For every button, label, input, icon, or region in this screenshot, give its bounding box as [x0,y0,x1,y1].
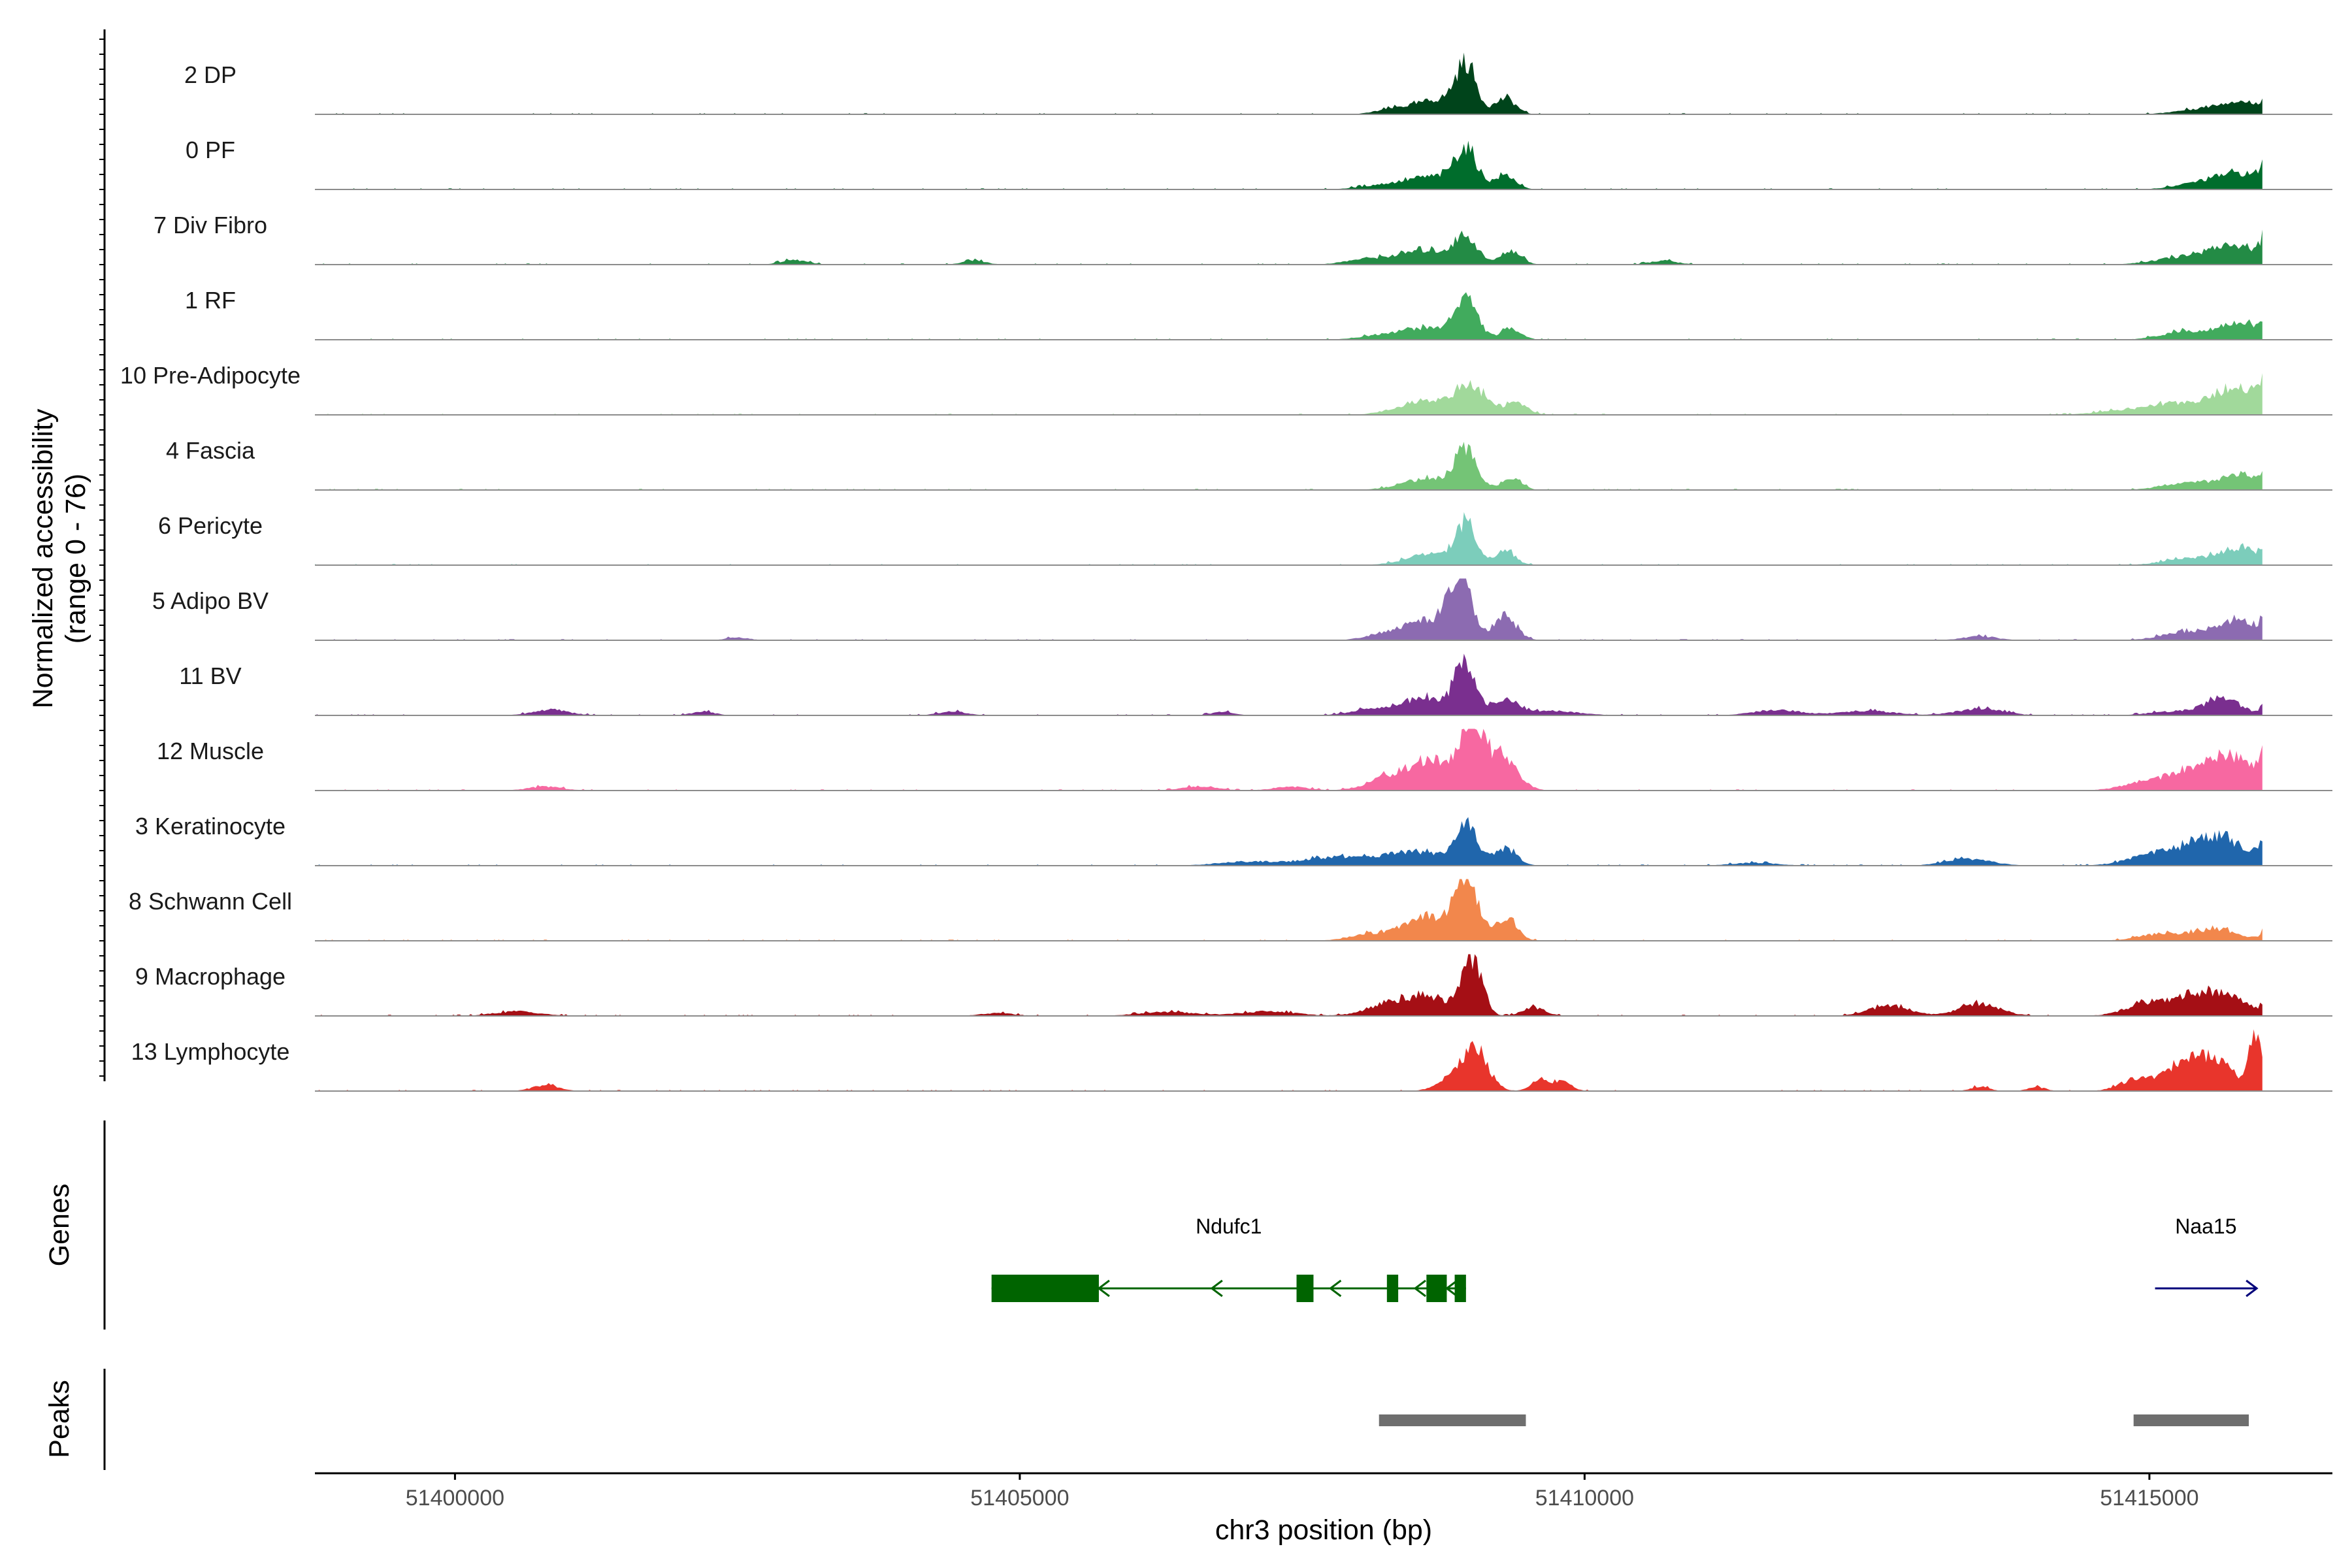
genes-panel-title: Genes [44,1184,75,1267]
track-label: 7 Div Fibro [154,212,267,238]
y-axis-title-line2: (range 0 - 76) [60,474,91,644]
track-label: 3 Keratinocyte [135,813,286,840]
coverage-tracks: 2 DP 0 PF 7 Div Fibro 1 RF 10 Pre-Adipocyte 4… [120,52,2332,1092]
track-1-rf: 1 RF [185,287,2332,340]
gene-ndufc1: Ndufc1 [991,1215,1466,1302]
strand-arrow [2246,1279,2259,1298]
x-axis: 51400000 51405000 51410000 51415000 chr3 po… [315,1472,2332,1546]
track-label: 2 DP [184,61,237,88]
peaks-panel-title: Peaks [44,1380,75,1458]
track-label: 13 Lymphocyte [131,1038,290,1065]
track-label: 0 PF [186,137,235,163]
track-12-muscle: 12 Muscle [157,728,2332,791]
gene-exon [1426,1275,1447,1302]
strand-arrow [1097,1279,1110,1298]
track-6-pericyte: 6 Pericyte [158,512,2332,566]
gene-exon [1454,1275,1466,1302]
peaks-track [1379,1414,2249,1426]
track-10-pre-adipocyte: 10 Pre-Adipocyte [120,362,2332,416]
track-label: 5 Adipo BV [152,587,269,614]
x-tick-label: 51400000 [406,1486,504,1511]
track-label: 6 Pericyte [158,512,263,539]
track-5-adipo-bv: 5 Adipo BV [152,578,2332,641]
gene-exon [991,1275,1099,1302]
coverage-y-axis [99,29,106,1081]
track-11-bv: 11 BV [179,653,2332,716]
gene-name-label: Ndufc1 [1196,1215,1262,1238]
gene-naa15: Naa15 [2155,1215,2259,1298]
strand-arrow [1413,1279,1426,1298]
track-9-macrophage: 9 Macrophage [135,954,2332,1017]
y-axis-title-line1: Normalized accessibility [27,408,59,708]
track-label: 1 RF [185,287,236,314]
x-tick-label: 51410000 [1535,1486,1634,1511]
x-tick-label: 51405000 [970,1486,1069,1511]
track-label: 12 Muscle [157,738,264,764]
x-axis-title: chr3 position (bp) [1215,1514,1432,1546]
track-13-lymphocyte: 13 Lymphocyte [131,1029,2332,1092]
track-8-schwann-cell: 8 Schwann Cell [129,879,2332,941]
track-3-keratinocyte: 3 Keratinocyte [135,813,2332,866]
strand-arrow [1445,1279,1458,1298]
gene-exon [1386,1275,1399,1302]
gene-exon [1296,1275,1314,1302]
track-label: 10 Pre-Adipocyte [120,362,301,389]
track-2-dp: 2 DP [184,52,2332,115]
track-7-div-fibro: 7 Div Fibro [154,212,2332,265]
track-label: 8 Schwann Cell [129,888,292,915]
gene-name-label: Naa15 [2175,1215,2236,1238]
strand-arrow [1328,1279,1342,1298]
track-label: 11 BV [179,662,241,689]
peak-region [1379,1414,1526,1426]
x-tick-label: 51415000 [2100,1486,2198,1511]
strand-arrow [1210,1279,1223,1298]
track-0-pf: 0 PF [186,137,2332,190]
peak-region [2133,1414,2249,1426]
track-label: 4 Fascia [166,437,255,464]
genes-track: Ndufc1 Naa15 [991,1215,2259,1302]
track-label: 9 Macrophage [135,963,286,990]
track-4-fascia: 4 Fascia [166,437,2332,491]
